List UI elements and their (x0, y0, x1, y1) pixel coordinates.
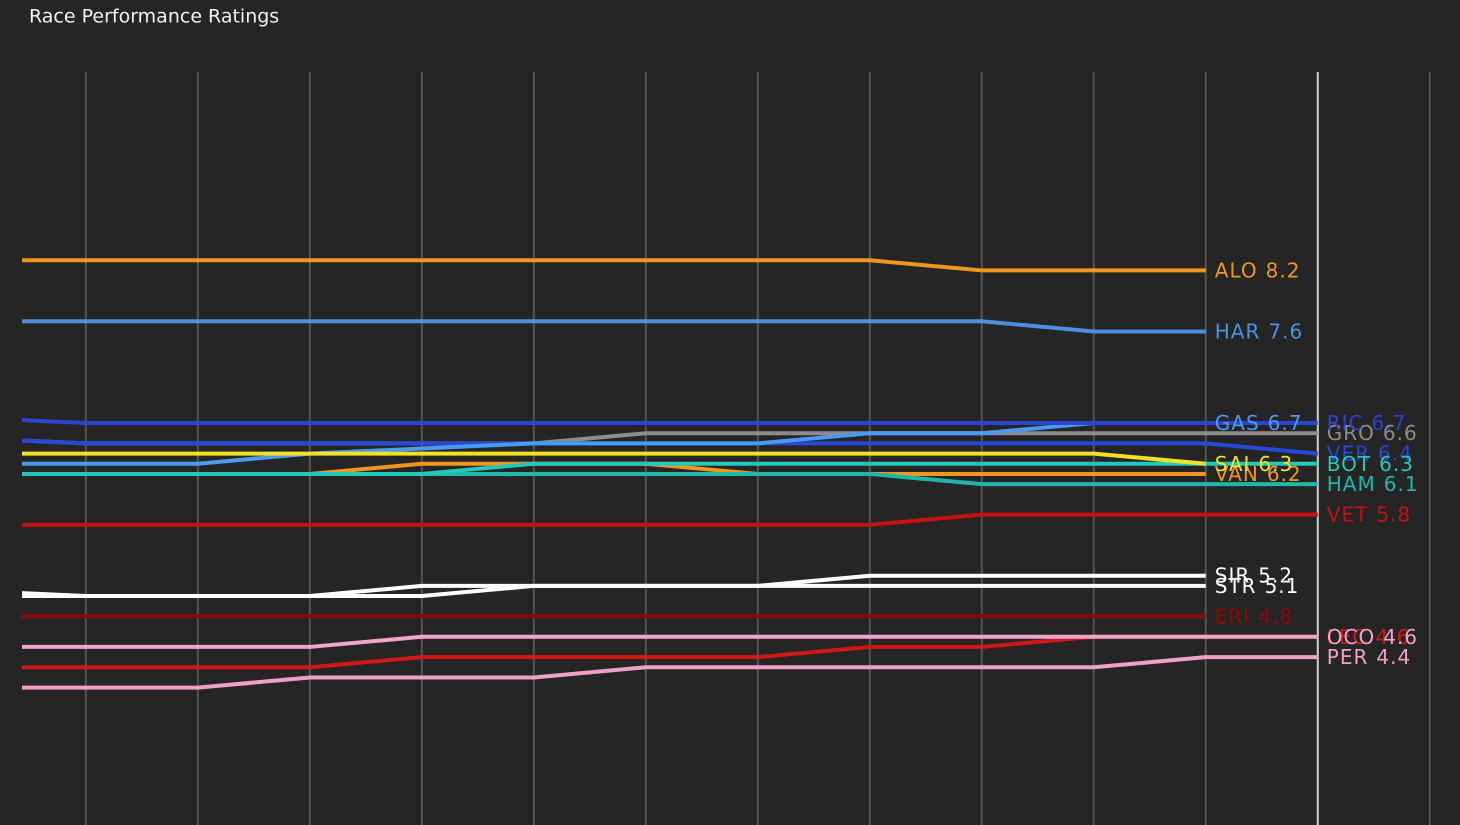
series-line (22, 573, 1206, 599)
series-line (22, 655, 1318, 690)
series-value: 6.7 (1268, 411, 1303, 435)
series-value: 4.8 (1258, 604, 1293, 628)
series-name: GAS (1215, 411, 1260, 435)
series-name: LEC (1327, 624, 1368, 648)
series-name: GRO (1327, 421, 1375, 445)
series-label: VER 6.4 (1327, 441, 1413, 465)
series-name: HAM (1327, 472, 1376, 496)
series-label: SIR 5.2 (1215, 563, 1293, 587)
series-name: PER (1327, 645, 1369, 669)
series-label: ALO 8.2 (1215, 258, 1301, 282)
series-label: LEC 4.6 (1327, 624, 1411, 648)
series-label: VET 5.8 (1327, 502, 1411, 526)
series-value: 6.1 (1384, 472, 1419, 496)
series-line (22, 258, 1206, 273)
lines (22, 258, 1318, 690)
series-value: 6.6 (1383, 421, 1418, 445)
series-label: SAI 6.3 (1215, 451, 1293, 475)
series-name: ERI (1215, 604, 1250, 628)
grid (84, 72, 1431, 825)
series-value: 5.1 (1265, 573, 1300, 597)
series-name: RIC (1327, 411, 1364, 435)
series-value: 4.4 (1376, 645, 1411, 669)
series-line (22, 418, 1318, 426)
series-value: 5.8 (1376, 502, 1411, 526)
series-name: VET (1327, 502, 1369, 526)
series-line (22, 451, 1206, 466)
series-name: HAR (1215, 319, 1261, 343)
series-value: 5.2 (1258, 563, 1293, 587)
series-label: VAN 6.2 (1215, 461, 1302, 485)
series-name: SIR (1215, 563, 1251, 587)
series-value: 4.6 (1383, 624, 1418, 648)
series-label: GAS 6.7 (1215, 411, 1303, 435)
series-value: 8.2 (1266, 258, 1301, 282)
series-label: GRO 6.6 (1327, 421, 1418, 445)
series-line (22, 421, 1206, 466)
series-value: 6.7 (1372, 411, 1407, 435)
series-name: VER (1327, 441, 1370, 465)
chart-title: Race Performance Ratings (29, 6, 279, 28)
series-value: 4.6 (1376, 624, 1411, 648)
series-name: STR (1215, 573, 1257, 597)
series-label: STR 5.1 (1215, 573, 1300, 597)
series-value: 6.3 (1258, 451, 1293, 475)
series-value: 7.6 (1268, 319, 1303, 343)
series-label: PER 4.4 (1327, 645, 1411, 669)
series-label: HAR 7.6 (1215, 319, 1303, 343)
series-name: SAI (1215, 451, 1251, 475)
series-label: OCO 4.6 (1327, 624, 1418, 648)
series-label: ERI 4.8 (1215, 604, 1293, 628)
series-label: RIC 6.7 (1327, 411, 1407, 435)
series-label: HAM 6.1 (1327, 472, 1419, 496)
series-value: 6.3 (1379, 451, 1414, 475)
series-name: OCO (1327, 624, 1375, 648)
series-line (22, 461, 1318, 476)
series-value: 6.2 (1267, 461, 1302, 485)
series-name: BOT (1327, 451, 1371, 475)
series-name: VAN (1215, 461, 1259, 485)
series-line (22, 512, 1318, 527)
series-name: ALO (1215, 258, 1258, 282)
series-line (22, 319, 1206, 334)
series-label: BOT 6.3 (1327, 451, 1414, 475)
series-value: 6.4 (1378, 441, 1413, 465)
series-line (22, 634, 1318, 649)
